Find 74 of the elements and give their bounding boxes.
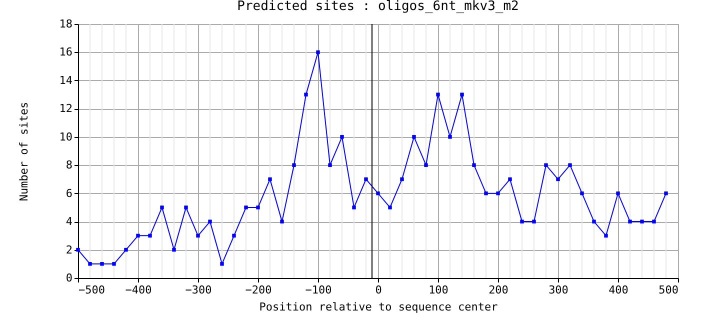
y-axis-title: Number of sites: [17, 102, 30, 202]
point: [412, 135, 416, 139]
y-tick-label: 10: [59, 130, 72, 144]
y-tick-label: 8: [66, 158, 72, 172]
x-tick-label: −100: [305, 284, 332, 296]
x-tick-label: 300: [548, 284, 568, 296]
point: [436, 92, 440, 96]
x-tick-label: 500: [658, 284, 678, 296]
point: [196, 234, 200, 238]
x-tick-label: 100: [428, 284, 448, 296]
y-tick-label: 6: [66, 186, 72, 200]
point: [664, 191, 668, 196]
y-tick-label: 18: [59, 18, 72, 30]
point: [424, 163, 428, 167]
point: [268, 177, 272, 182]
point: [136, 234, 140, 238]
point: [88, 262, 92, 266]
point: [628, 220, 632, 224]
point: [76, 248, 80, 252]
point: [172, 248, 176, 252]
point: [568, 163, 572, 167]
point: [280, 220, 284, 224]
point: [208, 220, 212, 224]
point: [184, 206, 188, 210]
chart-title: Predicted sites : oligos_6nt_mkv3_m2: [237, 0, 519, 14]
point: [124, 248, 128, 252]
point: [652, 220, 656, 224]
point: [592, 220, 596, 224]
point: [388, 206, 392, 210]
x-tick-label: −500: [78, 284, 105, 296]
y-tick-label: 0: [66, 272, 72, 284]
point: [508, 177, 512, 182]
point: [292, 163, 296, 167]
y-tick-label: 16: [59, 46, 72, 59]
y-tick-label: 12: [59, 102, 72, 116]
point: [328, 163, 332, 167]
point: [580, 191, 584, 196]
point: [376, 191, 380, 196]
point: [640, 220, 644, 224]
point: [520, 220, 524, 224]
point: [544, 163, 548, 167]
y-tick-label: 2: [66, 243, 72, 256]
y-tick-label: 4: [66, 215, 73, 228]
point: [220, 262, 224, 266]
x-tick-label: 400: [608, 284, 628, 296]
point: [244, 206, 248, 210]
point: [352, 206, 356, 210]
x-tick-label: −200: [245, 284, 272, 296]
x-tick-label: −300: [185, 284, 212, 296]
point: [148, 234, 152, 238]
x-tick-label: 200: [488, 284, 508, 296]
point: [100, 262, 104, 266]
point: [400, 177, 404, 182]
point: [316, 50, 320, 54]
point: [604, 234, 608, 238]
point: [340, 135, 344, 139]
point: [532, 220, 536, 224]
point: [496, 191, 500, 196]
x-axis-title: Position relative to sequence center: [259, 300, 498, 314]
point: [472, 163, 476, 167]
x-tick-label: −400: [125, 284, 152, 296]
point: [364, 177, 368, 182]
point: [484, 191, 488, 196]
point: [232, 234, 236, 238]
point: [304, 92, 308, 96]
point: [460, 92, 464, 96]
point: [112, 262, 116, 266]
point: [616, 191, 620, 196]
point: [448, 135, 452, 139]
y-tick-label: 14: [59, 74, 73, 87]
point: [160, 206, 164, 210]
x-tick-label: 0: [375, 284, 382, 296]
point: [556, 177, 560, 182]
point: [256, 206, 260, 210]
